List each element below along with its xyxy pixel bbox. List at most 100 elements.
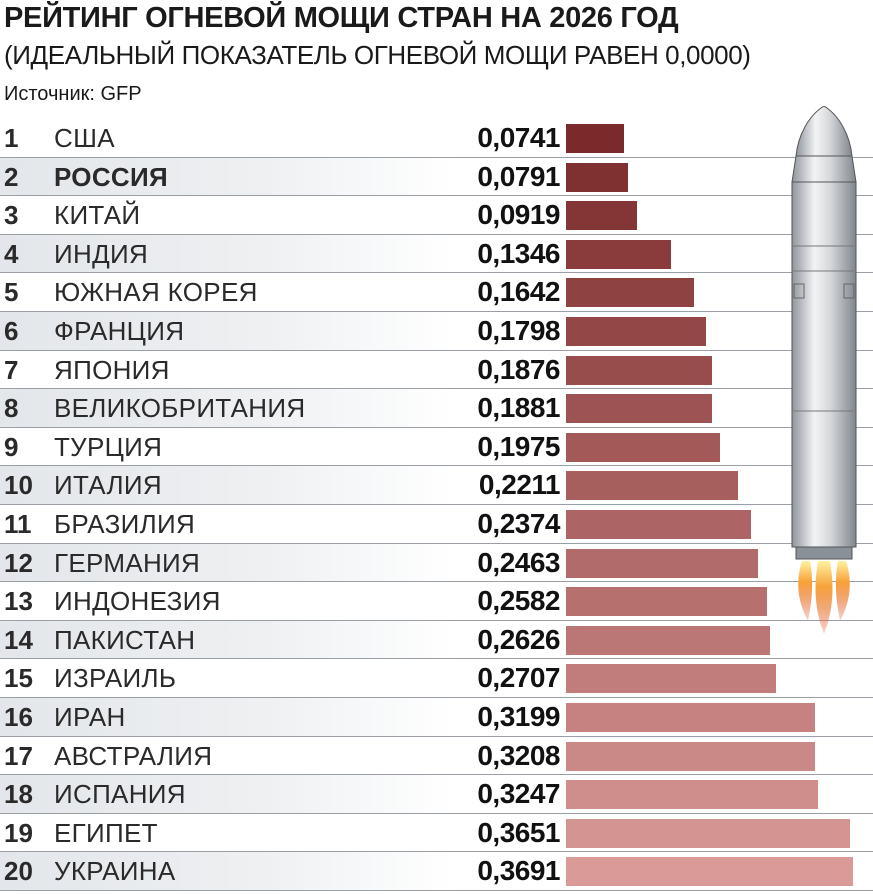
table-row: 11 БРАЗИЛИЯ 0,2374 (0, 505, 873, 544)
country-label: ТУРЦИЯ (54, 431, 163, 462)
value-label: 0,3691 (477, 855, 560, 887)
value-label: 0,0791 (477, 160, 560, 192)
bar (566, 664, 776, 694)
bar (566, 625, 770, 655)
rank-label: 1 (4, 123, 19, 153)
bar (566, 239, 671, 269)
country-label: ФРАНЦИЯ (54, 316, 185, 346)
country-label: ПАКИСТАН (54, 624, 196, 655)
rocket-flame-right (835, 561, 850, 621)
table-row: 19 ЕГИПЕТ 0,3651 (0, 814, 873, 853)
table-row: 15 ИЗРАИЛЬ 0,2707 (0, 659, 873, 698)
table-row: 9 ТУРЦИЯ 0,1975 (0, 428, 873, 467)
country-label: ИНДОНЕЗИЯ (54, 586, 221, 617)
rank-label: 17 (4, 740, 33, 771)
bar (566, 162, 628, 192)
rocket-flame-left (798, 561, 813, 621)
value-label: 0,1798 (477, 315, 560, 346)
source-note: Источник: GFP (4, 83, 142, 105)
bar (566, 703, 815, 732)
country-label: ИСПАНИЯ (54, 779, 186, 810)
rank-label: 13 (4, 586, 33, 617)
bar (566, 201, 637, 231)
country-label: ГЕРМАНИЯ (54, 547, 201, 578)
country-label: ВЕЛИКОБРИТАНИЯ (54, 393, 306, 424)
rank-label: 20 (4, 856, 33, 887)
rocket-illustration (791, 106, 857, 634)
rank-label: 14 (4, 624, 33, 655)
rank-label: 6 (4, 316, 19, 346)
table-row: 1 США 0,0741 (0, 119, 873, 158)
value-label: 0,2374 (477, 508, 560, 539)
bar (566, 355, 712, 385)
rank-label: 15 (4, 663, 33, 694)
rocket-cone-band (791, 155, 857, 183)
rocket-body (791, 181, 857, 548)
rank-label: 7 (4, 354, 19, 385)
value-label: 0,1642 (477, 276, 560, 308)
value-label: 0,1876 (477, 353, 560, 385)
rank-label: 3 (4, 200, 19, 231)
rank-label: 16 (4, 702, 33, 732)
bar (566, 394, 712, 424)
value-label: 0,2463 (477, 546, 560, 578)
rocket-nose (795, 106, 853, 157)
rank-label: 4 (4, 238, 19, 269)
country-label: ИЗРАИЛЬ (54, 663, 177, 694)
bar (566, 818, 850, 848)
rank-label: 18 (4, 779, 33, 810)
bar (566, 278, 694, 308)
table-row: 6 ФРАНЦИЯ 0,1798 (0, 312, 873, 351)
rocket-flame-center (815, 561, 833, 634)
bar (566, 548, 758, 578)
rank-label: 19 (4, 817, 33, 848)
country-label: КИТАЙ (54, 200, 141, 231)
value-label: 0,2707 (477, 662, 560, 694)
table-row: 10 ИТАЛИЯ 0,2211 (0, 466, 873, 505)
chart-subtitle: (ИДЕАЛЬНЫЙ ПОКАЗАТЕЛЬ ОГНЕВОЙ МОЩИ РАВЕН… (4, 40, 751, 70)
table-row: 3 КИТАЙ 0,0919 (0, 196, 873, 235)
country-label: РОССИЯ (54, 161, 168, 192)
country-label: ЕГИПЕТ (54, 817, 158, 848)
bar (566, 124, 624, 153)
table-row: 14 ПАКИСТАН 0,2626 (0, 620, 873, 660)
rank-label: 11 (4, 509, 32, 539)
value-label: 0,2582 (477, 585, 560, 617)
table-row: 5 ЮЖНАЯ КОРЕЯ 0,1642 (0, 273, 873, 312)
value-label: 0,1346 (477, 237, 560, 269)
value-label: 0,1975 (477, 430, 560, 462)
chart-title: РЕЙТИНГ ОГНЕВОЙ МОЩИ СТРАН НА 2026 ГОД (4, 2, 679, 34)
value-label: 0,0741 (477, 122, 560, 153)
rank-label: 12 (4, 547, 33, 578)
country-label: ИРАН (54, 702, 126, 732)
table-row: 2 РОССИЯ 0,0791 (0, 157, 873, 197)
rank-label: 8 (4, 393, 19, 424)
value-label: 0,0919 (477, 199, 560, 231)
country-label: АВСТРАЛИЯ (54, 740, 213, 771)
bar (566, 471, 738, 501)
table-row: 8 ВЕЛИКОБРИТАНИЯ 0,1881 (0, 389, 873, 428)
country-label: ИТАЛИЯ (54, 470, 162, 501)
table-row: 16 ИРАН 0,3199 (0, 698, 873, 737)
value-label: 0,3247 (477, 778, 560, 810)
table-row: 12 ГЕРМАНИЯ 0,2463 (0, 543, 873, 583)
bar (566, 317, 706, 346)
country-label: США (54, 123, 115, 153)
rank-label: 10 (4, 470, 33, 501)
rocket-nozzles (795, 546, 853, 560)
table-row: 18 ИСПАНИЯ 0,3247 (0, 775, 873, 814)
value-label: 0,2626 (477, 623, 560, 655)
rank-label: 9 (4, 431, 19, 462)
value-label: 0,2211 (478, 469, 561, 501)
country-label: ЯПОНИЯ (54, 354, 170, 385)
value-label: 0,3651 (477, 816, 560, 848)
value-label: 0,3208 (477, 739, 560, 771)
country-label: БРАЗИЛИЯ (54, 509, 196, 539)
bar (566, 510, 751, 539)
table-row: 20 УКРАИНА 0,3691 (0, 852, 873, 891)
bar (566, 780, 818, 810)
country-label: ЮЖНАЯ КОРЕЯ (54, 277, 258, 308)
rank-label: 5 (4, 277, 19, 308)
table-row: 17 АВСТРАЛИЯ 0,3208 (0, 737, 873, 776)
country-label: ИНДИЯ (54, 238, 149, 269)
